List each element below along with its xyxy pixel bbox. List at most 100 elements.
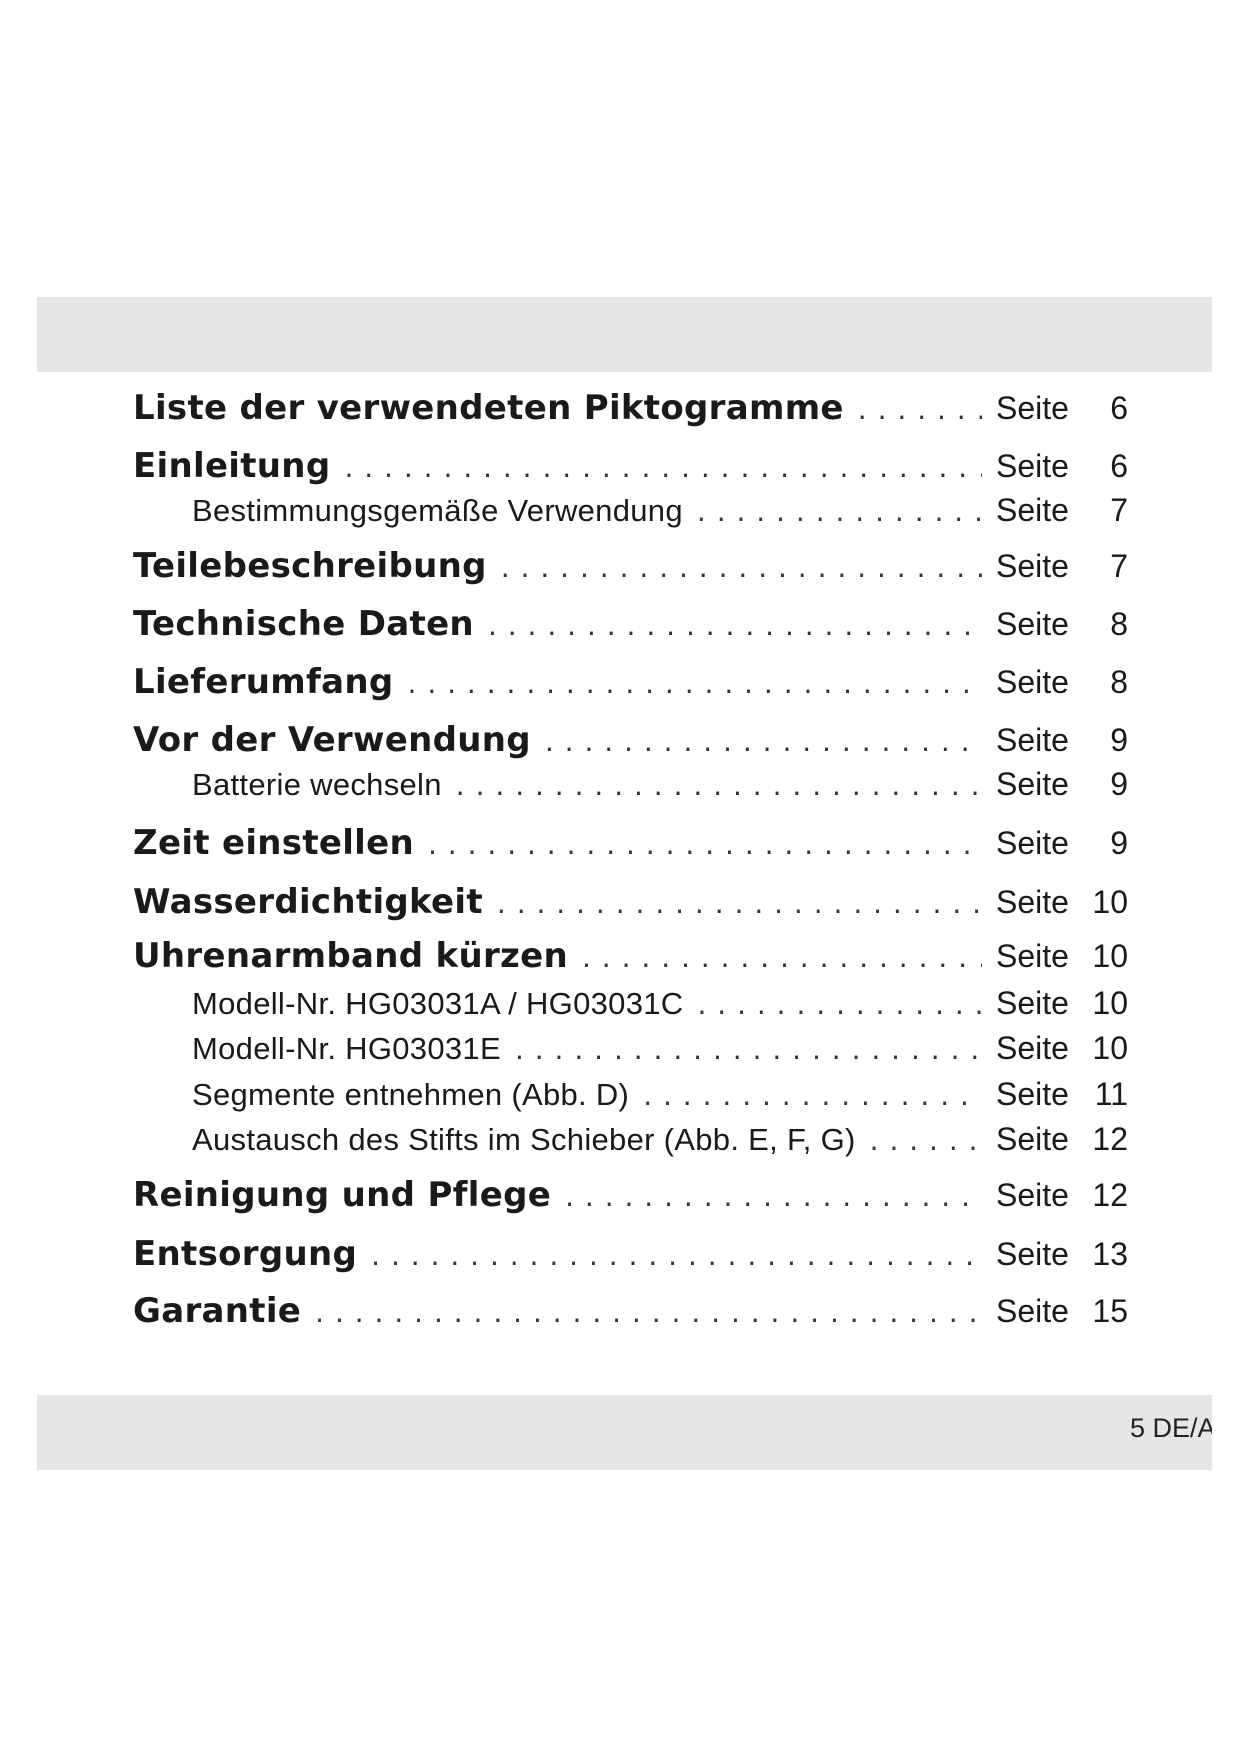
toc-entry-page: Seite 7 xyxy=(996,548,1128,585)
toc-entry-title: Einleitung xyxy=(133,446,331,486)
toc-entry[interactable]: Austausch des Stifts im Schieber (Abb. E… xyxy=(192,1121,1128,1158)
page-number: 11 xyxy=(1094,1076,1128,1112)
page-label: Seite xyxy=(996,722,1069,758)
page-number: 10 xyxy=(1092,884,1128,920)
dot-leader xyxy=(565,1180,982,1213)
toc-entry[interactable]: Uhrenarmband kürzen Seite 10 xyxy=(133,936,1128,976)
page-label: Seite xyxy=(996,985,1069,1021)
toc-entry-page: Seite 10 xyxy=(996,985,1128,1022)
toc-entry-page: Seite 10 xyxy=(996,938,1128,975)
footer-band: 5 DE/AT/CH xyxy=(37,1395,1212,1470)
dot-leader xyxy=(545,725,982,758)
page-label: Seite xyxy=(996,1177,1069,1213)
page-label: Seite xyxy=(996,448,1069,484)
page-label: Seite xyxy=(996,938,1069,974)
toc-entry-title: Lieferumfang xyxy=(133,662,394,702)
toc-entry-page: Seite 6 xyxy=(996,390,1128,427)
header-band xyxy=(37,297,1212,372)
page-number: 8 xyxy=(1110,606,1128,642)
toc-entry-page: Seite 9 xyxy=(996,722,1128,759)
toc-entry-page: Seite 12 xyxy=(996,1121,1128,1158)
page-label: Seite xyxy=(996,548,1069,584)
toc-entry-title: Modell-Nr. HG03031A / HG03031C xyxy=(192,986,684,1021)
toc-entry[interactable]: Garantie Seite 15 xyxy=(133,1291,1128,1331)
page-label: Seite xyxy=(996,766,1069,802)
toc-entry[interactable]: Modell-Nr. HG03031E Seite 10 xyxy=(192,1030,1128,1067)
toc-entry-page: Seite 11 xyxy=(996,1076,1128,1113)
page-label: Seite xyxy=(996,1030,1069,1066)
page-number: 12 xyxy=(1092,1177,1128,1213)
toc-entry[interactable]: Zeit einstellen Seite 9 xyxy=(133,823,1128,863)
toc-entry-page: Seite 13 xyxy=(996,1236,1128,1273)
dot-leader xyxy=(582,941,982,974)
page-number: 6 xyxy=(1110,448,1128,484)
toc-entry-title: Segmente entnehmen (Abb. D) xyxy=(192,1077,630,1112)
toc-entry[interactable]: Technische Daten Seite 8 xyxy=(133,604,1128,644)
dot-leader xyxy=(515,1033,982,1066)
dot-leader xyxy=(643,1079,982,1112)
page-number: 7 xyxy=(1110,492,1128,528)
page-number: 9 xyxy=(1110,825,1128,861)
page-label: Seite xyxy=(996,1236,1069,1272)
dot-leader xyxy=(870,1124,982,1157)
toc-entry[interactable]: Liste der verwendeten Piktogramme Seite 6 xyxy=(133,388,1128,428)
toc-entry-page: Seite 10 xyxy=(996,1030,1128,1067)
page-number: 15 xyxy=(1092,1293,1128,1329)
toc-entry-page: Seite 9 xyxy=(996,825,1128,862)
dot-leader xyxy=(488,609,982,642)
toc-entry-title: Bestimmungsgemäße Verwendung xyxy=(192,493,683,528)
page-number: 10 xyxy=(1092,1030,1128,1066)
page-number: 9 xyxy=(1110,722,1128,758)
toc-entry-title: Vor der Verwendung xyxy=(133,720,531,760)
toc-entry-title: Technische Daten xyxy=(133,604,474,644)
dot-leader xyxy=(371,1239,982,1272)
page-label: Seite xyxy=(996,825,1069,861)
page-number: 13 xyxy=(1092,1236,1128,1272)
toc-entry-page: Seite 10 xyxy=(996,884,1128,921)
dot-leader xyxy=(315,1296,982,1329)
page-label: Seite xyxy=(996,1076,1069,1112)
page-number: 10 xyxy=(1092,985,1128,1021)
toc-entry-title: Zeit einstellen xyxy=(133,823,414,863)
dot-leader xyxy=(497,887,982,920)
toc-entry[interactable]: Modell-Nr. HG03031A / HG03031C Seite 10 xyxy=(192,985,1128,1022)
toc-entry-title: Teilebeschreibung xyxy=(133,546,487,586)
toc-entry-title: Liste der verwendeten Piktogramme xyxy=(133,388,844,428)
page-label: Seite xyxy=(996,390,1069,426)
toc-entry-page: Seite 15 xyxy=(996,1293,1128,1330)
toc-entry[interactable]: Vor der Verwendung Seite 9 xyxy=(133,720,1128,760)
page-number: 6 xyxy=(1110,390,1128,426)
toc-entry-title: Wasserdichtigkeit xyxy=(133,882,483,922)
dot-leader xyxy=(428,828,982,861)
toc-entry-page: Seite 7 xyxy=(996,492,1128,529)
toc-entry[interactable]: Teilebeschreibung Seite 7 xyxy=(133,546,1128,586)
dot-leader xyxy=(344,451,982,484)
page-number: 7 xyxy=(1110,548,1128,584)
toc-entry[interactable]: Bestimmungsgemäße Verwendung Seite 7 xyxy=(192,492,1128,529)
toc-entry[interactable]: Wasserdichtigkeit Seite 10 xyxy=(133,882,1128,922)
dot-leader xyxy=(858,393,982,426)
toc-entry-page: Seite 8 xyxy=(996,664,1128,701)
toc-entry[interactable]: Einleitung Seite 6 xyxy=(133,446,1128,486)
toc-entry-page: Seite 9 xyxy=(996,766,1128,803)
page-number: 10 xyxy=(1092,938,1128,974)
toc-entry-title: Batterie wechseln xyxy=(192,767,442,802)
dot-leader xyxy=(456,769,982,802)
toc-entry-title: Austausch des Stifts im Schieber (Abb. E… xyxy=(192,1122,856,1157)
page-label: Seite xyxy=(996,1121,1069,1157)
page-number: 8 xyxy=(1110,664,1128,700)
toc-entry[interactable]: Batterie wechseln Seite 9 xyxy=(192,766,1128,803)
dot-leader xyxy=(408,667,982,700)
page-number-footer: 5 DE/AT/CH xyxy=(1130,1413,1212,1443)
toc-entry-title: Uhrenarmband kürzen xyxy=(133,936,568,976)
page-label: Seite xyxy=(996,492,1069,528)
page-label: Seite xyxy=(996,884,1069,920)
toc-entry[interactable]: Entsorgung Seite 13 xyxy=(133,1234,1128,1274)
page-number: 9 xyxy=(1110,766,1128,802)
toc-entry-title: Reinigung und Pflege xyxy=(133,1175,552,1215)
dot-leader xyxy=(501,551,982,584)
toc-entry[interactable]: Lieferumfang Seite 8 xyxy=(133,662,1128,702)
toc-entry[interactable]: Segmente entnehmen (Abb. D) Seite 11 xyxy=(192,1076,1128,1113)
toc-entry[interactable]: Reinigung und Pflege Seite 12 xyxy=(133,1175,1128,1215)
page-label: Seite xyxy=(996,1293,1069,1329)
